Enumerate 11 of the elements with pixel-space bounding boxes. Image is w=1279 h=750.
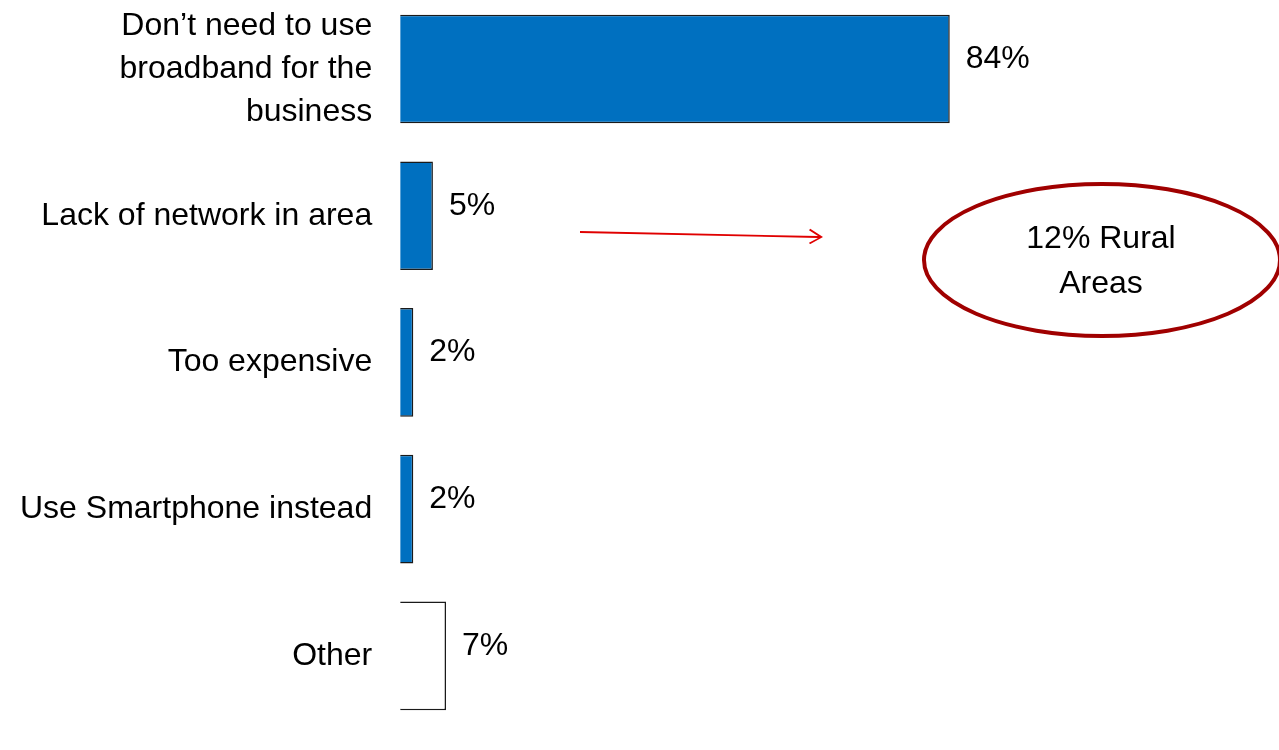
- data-label: 7%: [462, 625, 509, 662]
- y-tick-label: Lack of network in area: [41, 195, 373, 232]
- y-tick-label: Don’t need to use broadband for the business: [119, 5, 373, 128]
- data-label: 5%: [448, 185, 496, 222]
- text: 12% Rural Areas: [1025, 218, 1177, 302]
- y-tick-label: Other: [292, 635, 373, 672]
- data-label: 2%: [429, 332, 476, 369]
- y-tick-label: Use Smartphone instead: [20, 488, 373, 525]
- data-label: 84%: [965, 38, 1030, 75]
- y-tick-label: Too expensive: [167, 342, 373, 379]
- data-label: 2%: [429, 478, 476, 515]
